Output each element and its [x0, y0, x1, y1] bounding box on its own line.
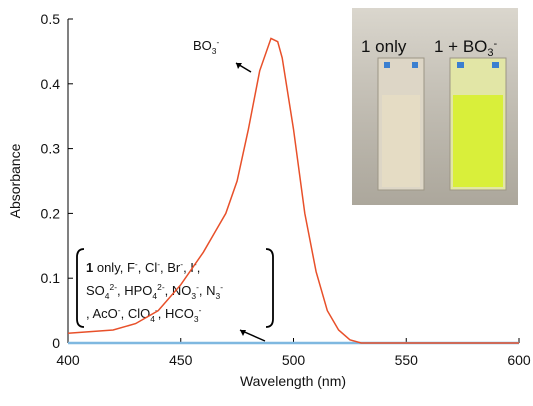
text-part: 1 only	[361, 37, 407, 56]
x-tick-label: 550	[395, 352, 419, 368]
text-part: 3	[194, 314, 199, 324]
text-part: , ClO	[121, 306, 151, 321]
chart: 1 only 1 + BO3- BO3- Wavelength (nm) Abs…	[0, 0, 533, 406]
bracket	[266, 249, 273, 327]
cuvette-solution	[382, 95, 420, 187]
text-part: 1 + BO	[434, 37, 487, 56]
y-axis-label: Absorbance	[7, 143, 23, 218]
text-part: -	[217, 37, 220, 47]
text-part: -	[220, 282, 223, 292]
bracket-text: , AcO-, ClO4-, HCO3-	[86, 305, 202, 324]
text-part: , N	[199, 283, 216, 298]
text-part: 3	[212, 46, 217, 56]
text-part: -	[494, 38, 498, 50]
text-part: , AcO	[86, 306, 118, 321]
text-part: 1	[86, 260, 93, 275]
y-tick-label: 0.3	[41, 141, 61, 157]
cuvette-solution	[453, 95, 503, 187]
text-part: 4	[105, 291, 110, 301]
cuvette-cap	[457, 62, 464, 68]
cuvette-cap	[412, 62, 418, 68]
y-tick-label: 0	[52, 335, 60, 351]
cuvette-cap	[492, 62, 499, 68]
text-part: , Br	[160, 260, 181, 275]
text-part: SO	[86, 283, 105, 298]
x-tick-label: 600	[507, 352, 531, 368]
x-tick-label: 400	[56, 352, 80, 368]
y-tick-label: 0.1	[41, 270, 61, 286]
x-tick-label: 500	[282, 352, 306, 368]
text-part: 3	[216, 291, 221, 301]
text-part: 3	[191, 291, 196, 301]
x-tick-label: 450	[169, 352, 193, 368]
y-tick-label: 0.5	[41, 11, 61, 27]
bracket-text: SO42-, HPO42-, NO3-, N3-	[86, 282, 223, 301]
text-part: , NO	[165, 283, 192, 298]
text-part: 4	[152, 291, 157, 301]
y-tick-label: 0.2	[41, 205, 61, 221]
text-part: BO	[193, 38, 212, 53]
x-axis-label: Wavelength (nm)	[240, 373, 346, 389]
peak-label: BO3-	[193, 37, 220, 56]
text-part: -	[199, 305, 202, 315]
y-tick-label: 0.4	[41, 76, 61, 92]
text-part: only, F	[93, 260, 135, 275]
bracket-text: 1 only, F-, Cl-, Br-, I-,	[86, 259, 200, 275]
text-part: , Cl	[138, 260, 158, 275]
inset-label: 1 only	[361, 37, 407, 56]
text-part: , HCO	[158, 306, 194, 321]
bracket	[77, 249, 84, 327]
cuvette-cap	[384, 62, 390, 68]
text-part: , HPO	[117, 283, 152, 298]
